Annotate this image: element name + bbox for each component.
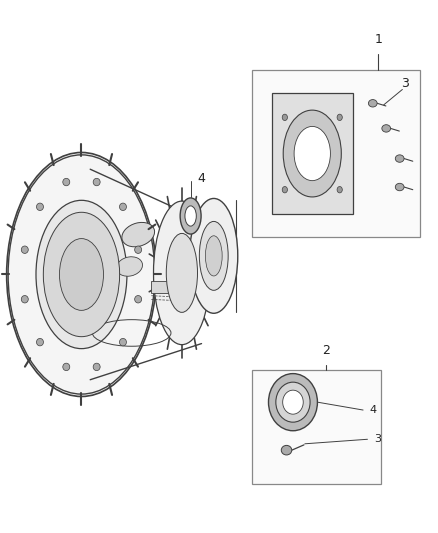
Ellipse shape bbox=[21, 246, 28, 253]
Ellipse shape bbox=[7, 152, 156, 397]
Ellipse shape bbox=[117, 257, 142, 276]
Ellipse shape bbox=[43, 212, 120, 337]
Ellipse shape bbox=[120, 338, 127, 346]
Ellipse shape bbox=[134, 246, 141, 253]
Ellipse shape bbox=[205, 236, 222, 276]
Text: 4: 4 bbox=[370, 405, 377, 415]
Ellipse shape bbox=[337, 114, 343, 120]
Text: 3: 3 bbox=[374, 434, 381, 445]
Ellipse shape bbox=[120, 203, 127, 211]
Ellipse shape bbox=[282, 114, 287, 120]
Ellipse shape bbox=[283, 390, 303, 414]
Ellipse shape bbox=[21, 295, 28, 303]
Ellipse shape bbox=[166, 233, 198, 312]
Ellipse shape bbox=[283, 110, 341, 197]
Ellipse shape bbox=[93, 179, 100, 186]
Ellipse shape bbox=[134, 295, 141, 303]
Ellipse shape bbox=[368, 100, 377, 107]
Ellipse shape bbox=[268, 374, 318, 431]
Ellipse shape bbox=[337, 187, 343, 193]
Ellipse shape bbox=[122, 222, 155, 247]
Ellipse shape bbox=[153, 201, 210, 345]
Bar bbox=[272, 93, 353, 214]
Ellipse shape bbox=[63, 363, 70, 370]
Ellipse shape bbox=[396, 155, 404, 162]
Text: 2: 2 bbox=[322, 344, 330, 357]
Ellipse shape bbox=[180, 198, 201, 234]
Ellipse shape bbox=[281, 446, 292, 455]
Ellipse shape bbox=[382, 125, 391, 132]
Bar bbox=[252, 70, 420, 237]
Ellipse shape bbox=[396, 183, 404, 191]
Ellipse shape bbox=[36, 200, 127, 349]
Ellipse shape bbox=[60, 239, 103, 310]
Ellipse shape bbox=[190, 198, 238, 313]
Bar bbox=[151, 281, 172, 293]
Ellipse shape bbox=[36, 203, 43, 211]
Text: 3: 3 bbox=[401, 77, 409, 90]
Text: 4: 4 bbox=[197, 172, 205, 185]
Ellipse shape bbox=[185, 206, 196, 226]
Ellipse shape bbox=[294, 126, 330, 181]
Ellipse shape bbox=[199, 221, 228, 290]
Text: 1: 1 bbox=[374, 33, 382, 46]
Bar bbox=[252, 370, 381, 484]
Ellipse shape bbox=[63, 179, 70, 186]
Ellipse shape bbox=[36, 338, 43, 346]
Ellipse shape bbox=[93, 363, 100, 370]
Ellipse shape bbox=[282, 187, 287, 193]
Ellipse shape bbox=[276, 382, 310, 422]
